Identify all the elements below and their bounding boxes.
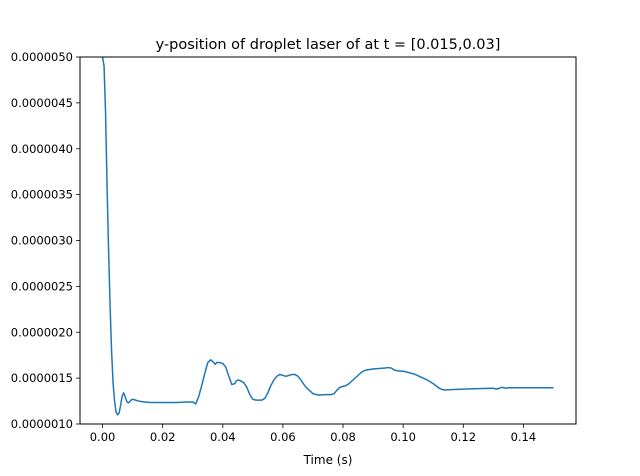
- x-axis-ticks: 0.00 0.02 0.04 0.06 0.08 0.10 0.12 0.14: [90, 424, 536, 444]
- y-tick-label: 0.0000020: [11, 325, 73, 339]
- y-tick-label: 0.0000030: [11, 234, 73, 248]
- y-tick-label: 0.0000035: [11, 188, 73, 202]
- x-tick-label: 0.12: [450, 430, 476, 444]
- y-tick-label: 0.0000015: [11, 371, 73, 385]
- chart-title: y-position of droplet laser of at t = [0…: [156, 37, 501, 53]
- y-tick-label: 0.0000040: [11, 142, 73, 156]
- y-tick-label: 0.0000010: [11, 417, 73, 431]
- series-line-1: [101, 56, 554, 416]
- y-tick-label: 0.0000050: [11, 50, 73, 64]
- plot-series: [101, 56, 554, 416]
- x-tick-label: 0.00: [90, 430, 116, 444]
- y-tick-label: 0.0000045: [11, 96, 73, 110]
- x-tick-label: 0.10: [390, 430, 416, 444]
- x-tick-label: 0.06: [270, 430, 296, 444]
- x-tick-label: 0.14: [511, 430, 537, 444]
- x-tick-label: 0.02: [150, 430, 176, 444]
- x-axis-label: Time (s): [303, 453, 353, 467]
- x-tick-label: 0.08: [330, 430, 356, 444]
- y-tick-label: 0.0000025: [11, 279, 73, 293]
- y-axis-ticks: 0.0000010 0.0000015 0.0000020 0.0000025 0.00…: [11, 50, 80, 431]
- x-tick-label: 0.04: [210, 430, 236, 444]
